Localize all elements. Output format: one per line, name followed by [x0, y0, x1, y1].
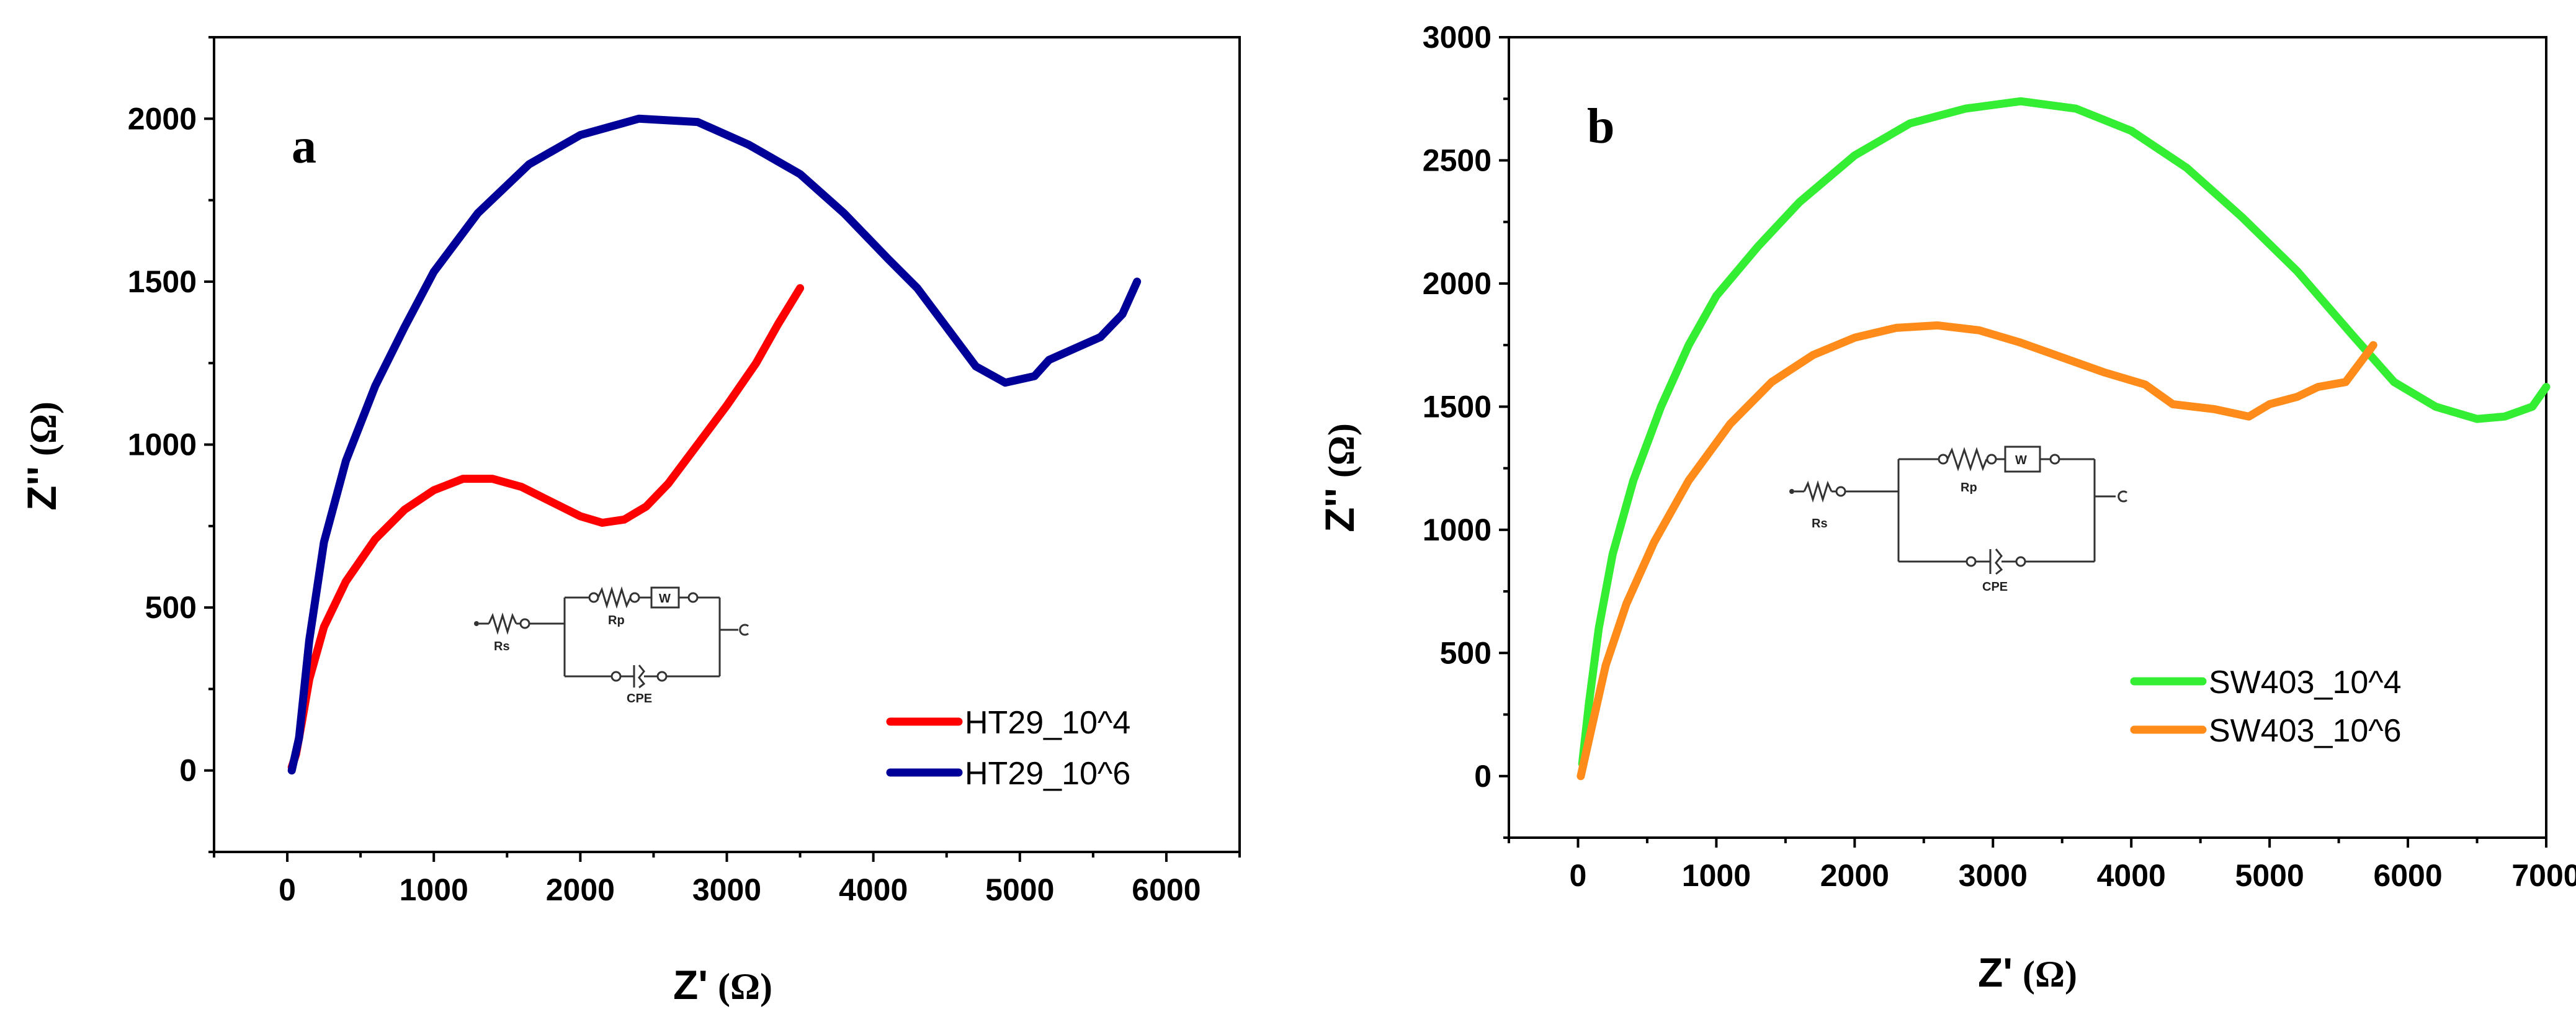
panel-a-y-tick-label: 500 [145, 590, 197, 625]
panel-a-y-tick-label: 1000 [128, 428, 197, 462]
panel-b-legend: SW403_10^4 SW403_10^6 [2130, 665, 2402, 749]
panel-a-xlabel-text: Z' [673, 962, 708, 1008]
panel-b-x-tick-label: 5000 [2235, 858, 2304, 893]
panel-a-letter: a [292, 119, 316, 174]
panel-b-x-tick-label: 3000 [1959, 858, 2028, 893]
panel-a-y-tick-label: 0 [179, 753, 197, 788]
panel-a-series [287, 114, 1142, 775]
series-line-sw403-10-4 [1578, 97, 2551, 768]
panel-b-letter: b [1587, 99, 1615, 154]
svg-text:Z'' (Ω): Z'' (Ω) [19, 401, 65, 511]
panel-a-x-tick-label: 2000 [546, 872, 615, 907]
panel-b-x-tick-label: 1000 [1682, 858, 1751, 893]
series-line-ht29-10-4 [287, 284, 805, 771]
panel-b-ticks: 0 1000 2000 3000 4000 5000 6000 7000 0 500 1000 150… [1423, 20, 2576, 893]
circuit-terminal-icon [474, 621, 479, 626]
circuit-terminal-icon [1789, 489, 1794, 494]
svg-text:Z'' (Ω): Z'' (Ω) [1317, 423, 1362, 532]
circuit-label-cpe: CPE [1982, 580, 2008, 594]
resistor-rs-icon [1803, 480, 1833, 503]
panel-a-ylabel: Z'' (Ω) [19, 401, 65, 511]
panel-b-x-tick-label: 6000 [2373, 858, 2442, 893]
panel-b-ylabel: Z'' (Ω) [1317, 423, 1362, 532]
panel-a-x-tick-label: 1000 [400, 872, 468, 907]
panel-a-x-tick-label: 4000 [839, 872, 908, 907]
panel-a-x-tick-label: 0 [279, 872, 296, 907]
circuit-label-rp: Rp [608, 614, 625, 627]
panel-b-x-tick-label: 0 [1570, 858, 1587, 893]
circuit-output-icon [2118, 490, 2127, 503]
circuit-label-rs: Rs [1812, 517, 1828, 531]
circuit-label-rs: Rs [494, 640, 510, 653]
panel-a-x-tick-label: 3000 [692, 872, 761, 907]
legend-label-sw403-10-4: SW403_10^4 [2209, 665, 2402, 701]
series-line-ht29-10-6 [287, 114, 1142, 775]
panel-b-xlabel-text: Z' [1978, 949, 2013, 995]
resistor-rp-icon [1946, 447, 1988, 472]
panel-b-y-tick-label: 2500 [1423, 143, 1491, 177]
circuit-label-rp: Rp [1961, 481, 1977, 495]
panel-b-x-tick-label: 2000 [1820, 858, 1889, 893]
panel-a-x-tick-label: 5000 [985, 872, 1054, 907]
panel-b-ylabel-text: Z'' [1317, 488, 1362, 532]
panel-a-ticks: 0 1000 2000 3000 4000 5000 6000 0 500 1000 1500 200… [128, 36, 1241, 907]
panel-a-y-tick-label: 2000 [128, 101, 197, 136]
panel-b-y-tick-label: 0 [1474, 759, 1491, 794]
panel-a-ylabel-unit: (Ω) [23, 401, 64, 456]
resistor-rs-icon [488, 612, 517, 635]
panel-b-circuit-diagram: Rs W Rp CPE [1789, 446, 2127, 594]
panel-b-y-tick-label: 2000 [1423, 266, 1491, 301]
panel-b-y-tick-label: 1500 [1423, 389, 1491, 424]
panel-a: 0 1000 2000 3000 4000 5000 6000 0 500 1000 1500 200… [19, 36, 1241, 1008]
circuit-label-cpe: CPE [627, 692, 652, 706]
panel-b-y-tick-label: 3000 [1423, 20, 1491, 55]
panel-b-y-tick-label: 500 [1440, 635, 1491, 670]
panel-b-ylabel-unit: (Ω) [1321, 423, 1362, 478]
resistor-rp-icon [597, 586, 632, 609]
series-line-sw403-10-6 [1576, 321, 2377, 781]
legend-label-sw403-10-6: SW403_10^6 [2209, 713, 2402, 749]
panel-b-axes-frame [1508, 36, 2547, 839]
panel-a-y-tick-label: 1500 [128, 264, 197, 299]
panel-b-xlabel: Z' (Ω) [1978, 949, 2077, 995]
panel-a-circuit-diagram: Rs W Rp CPE [474, 586, 749, 706]
circuit-output-icon [739, 624, 749, 636]
circuit-label-w: W [659, 592, 671, 606]
panel-a-ylabel-text: Z'' [19, 466, 65, 511]
legend-label-ht29-10-4: HT29_10^4 [965, 705, 1130, 741]
panel-b-y-tick-label: 1000 [1423, 513, 1491, 547]
panel-b: 0 1000 2000 3000 4000 5000 6000 7000 0 500 1000 150… [1317, 20, 2576, 995]
panel-a-x-tick-label: 6000 [1132, 872, 1201, 907]
legend-label-ht29-10-6: HT29_10^6 [965, 756, 1130, 792]
panel-b-series [1576, 97, 2551, 781]
panel-a-legend: HT29_10^4 HT29_10^6 [886, 705, 1130, 792]
panel-b-x-tick-label: 4000 [2097, 858, 2166, 893]
panel-a-xlabel: Z' (Ω) [673, 962, 772, 1008]
panel-b-xlabel-unit: (Ω) [2023, 954, 2077, 995]
panel-a-xlabel-unit: (Ω) [718, 966, 772, 1007]
circuit-label-w: W [2015, 454, 2027, 467]
panel-b-x-tick-label: 7000 [2511, 858, 2576, 893]
